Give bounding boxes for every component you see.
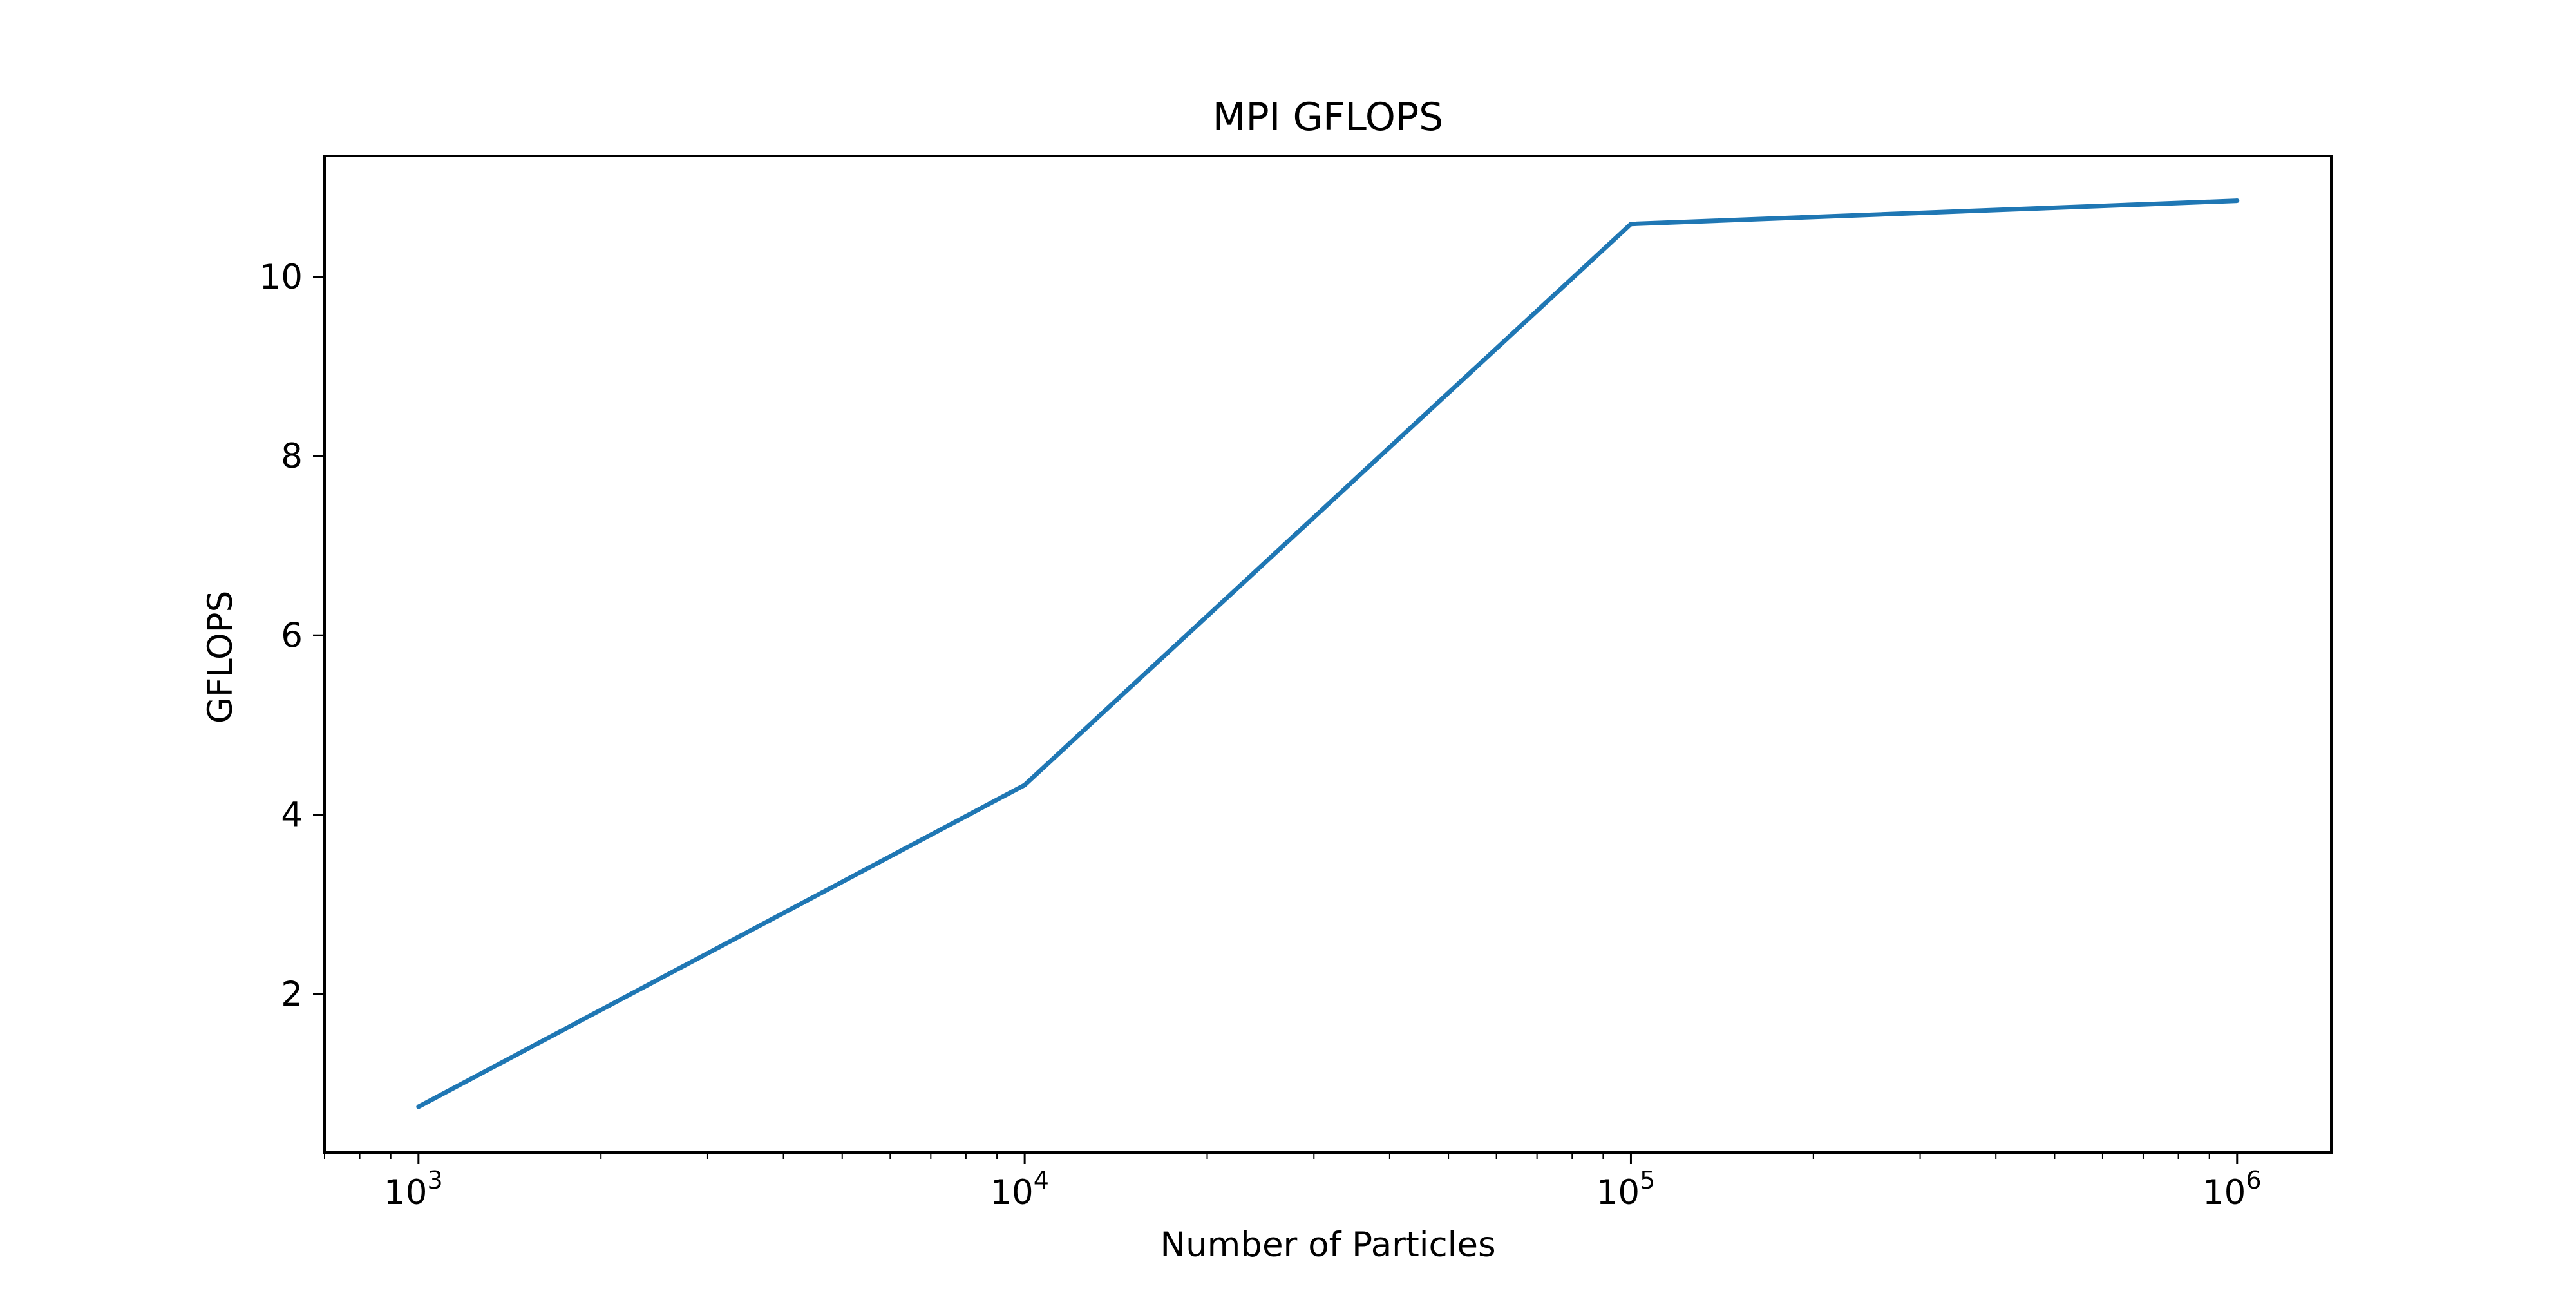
data-point <box>416 1104 421 1109</box>
data-point <box>1022 783 1027 788</box>
plot-area-frame <box>323 155 2333 1154</box>
x-tick-label: 106 <box>2202 1166 2262 1212</box>
data-point <box>2235 198 2240 204</box>
chart-title: MPI GFLOPS <box>1213 95 1444 140</box>
x-tick-label: 103 <box>384 1166 443 1212</box>
x-axis-label: Number of Particles <box>1160 1225 1495 1265</box>
y-tick-label: 6 <box>281 616 303 655</box>
x-tick-label: 105 <box>1596 1166 1656 1212</box>
y-tick-label: 2 <box>281 975 303 1014</box>
y-axis-label: GFLOPS <box>201 591 240 724</box>
data-point <box>1628 222 1633 227</box>
y-tick-label: 8 <box>281 437 303 476</box>
y-tick-label: 10 <box>260 258 303 297</box>
y-tick-label: 4 <box>281 796 303 835</box>
series-line <box>417 198 2237 1109</box>
x-tick-label: 104 <box>990 1166 1049 1212</box>
